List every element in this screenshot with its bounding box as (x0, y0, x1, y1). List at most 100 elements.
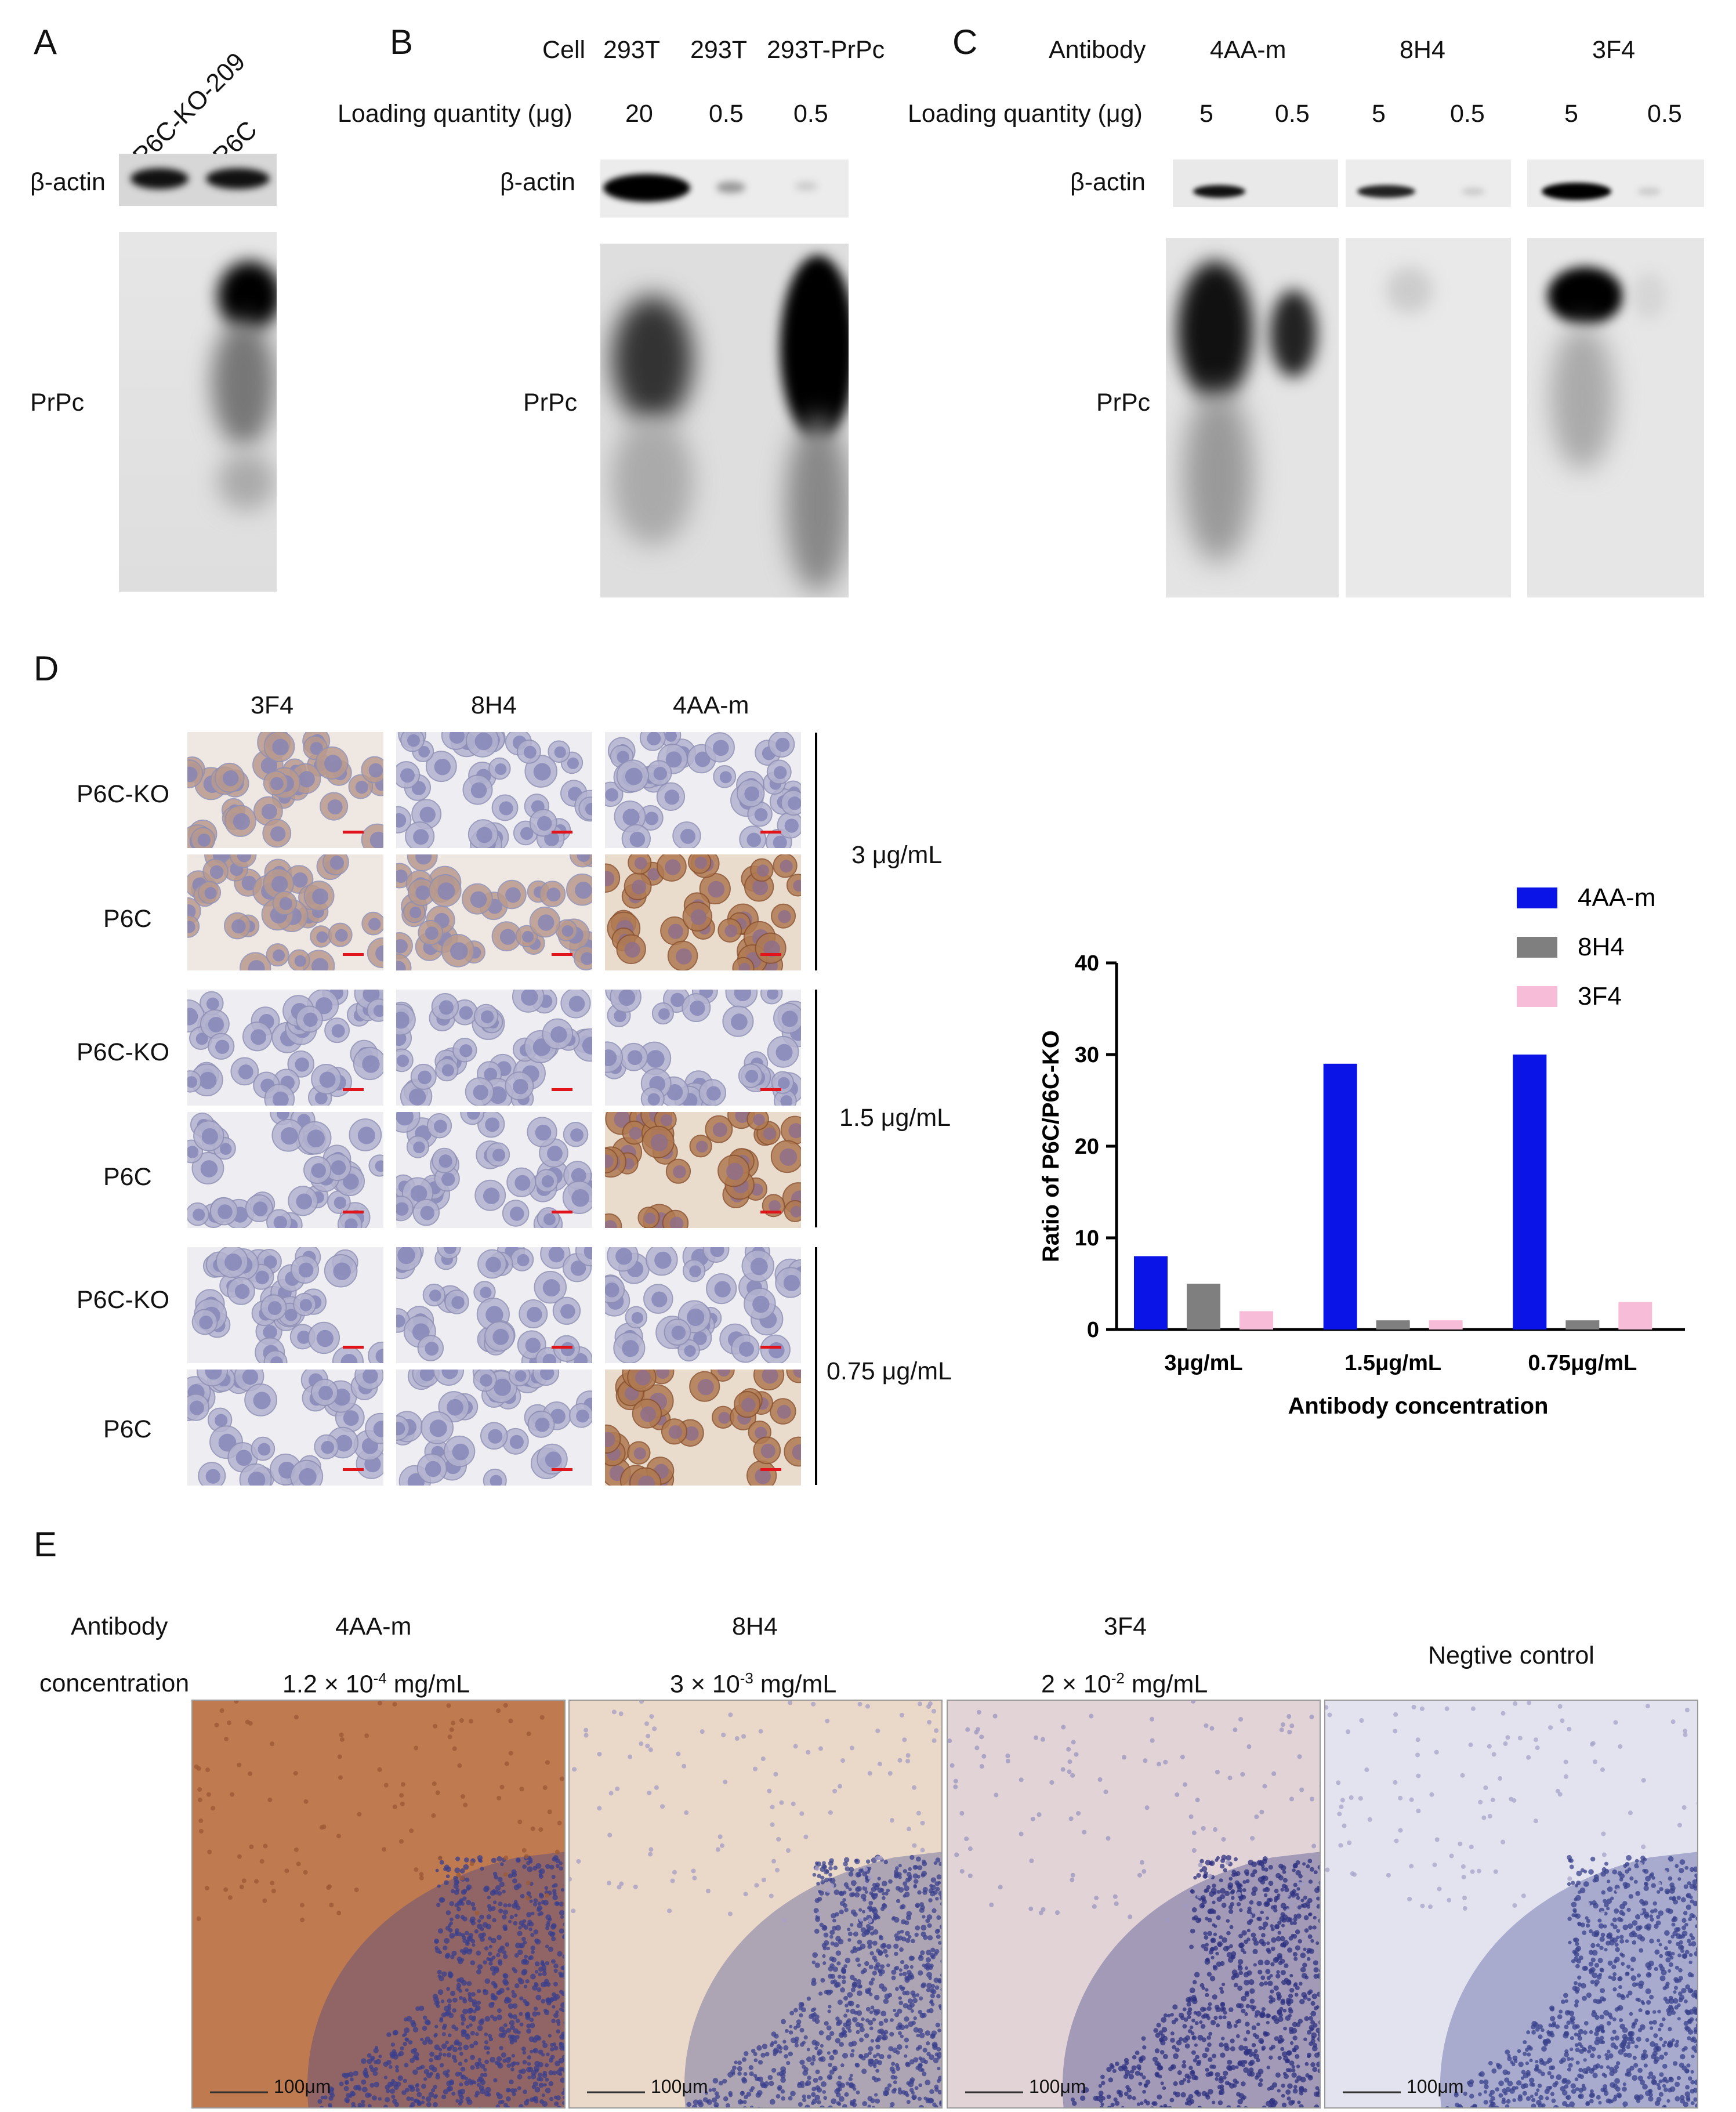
ihc-row-1: P6C-KO (77, 780, 170, 808)
legend-swatch-8h4 (1517, 937, 1557, 958)
conc-bracket-1 (815, 733, 817, 970)
actin-label-a: β-actin (30, 168, 106, 196)
e-col-4aa-m: 4AA-m (335, 1613, 412, 1640)
scale-bar (760, 1346, 781, 1349)
e-col-8h4: 8H4 (732, 1613, 778, 1640)
scale-bar (552, 831, 572, 834)
ihc-cell-image (187, 1112, 383, 1228)
y-tick-label: 0 (1087, 1318, 1099, 1342)
antibody-4aa-m: 4AA-m (1210, 36, 1286, 64)
western-blot-actin-b (600, 160, 849, 218)
legend-label-3f4: 3F4 (1578, 982, 1622, 1010)
y-tick-label: 40 (1075, 951, 1099, 976)
ihc-cell-image (396, 990, 592, 1106)
actin-label-b: β-actin (500, 168, 575, 196)
legend-swatch-3f4 (1517, 986, 1557, 1007)
load-b-3: 0.5 (793, 100, 828, 128)
scale-bar (760, 1088, 781, 1091)
ihc-row-5: P6C-KO (77, 1286, 170, 1314)
western-blot-actin-c1 (1173, 160, 1338, 207)
scale-bar-label: 100μm (1407, 2076, 1464, 2097)
legend-swatch-4aa-m (1517, 887, 1557, 908)
scale-bar (343, 1211, 364, 1213)
tissue-image: 100μm (191, 1700, 566, 2109)
e-conc-8h4: 3 × 10-3 mg/mL (670, 1669, 837, 1698)
tissue-image: 100μm (947, 1700, 1321, 2109)
conc-bracket-2 (815, 990, 817, 1227)
scale-bar (552, 1088, 572, 1091)
bar-3f4 (1240, 1311, 1273, 1329)
cell-293t-prpc: 293T-PrPc (767, 36, 885, 64)
ihc-col-3f4: 3F4 (251, 691, 294, 719)
ihc-cell-image (605, 1247, 801, 1363)
x-tick-label: 0.75μg/mL (1528, 1351, 1637, 1375)
actin-label-c: β-actin (1070, 168, 1146, 196)
bar-8h4 (1565, 1320, 1600, 1329)
e-col-3f4: 3F4 (1104, 1613, 1147, 1640)
ihc-cell-image (605, 1112, 801, 1228)
ihc-cell-image (396, 1370, 592, 1486)
tissue-image: 100μm (1324, 1700, 1698, 2109)
scale-bar (552, 1211, 572, 1213)
cell-293t-1: 293T (603, 36, 661, 64)
legend-label-4aa-m: 4AA-m (1578, 883, 1655, 912)
ihc-cell-image (187, 732, 383, 848)
y-tick-label: 30 (1075, 1043, 1099, 1067)
cell-293t-2: 293T (690, 36, 748, 64)
ihc-cell-image (605, 854, 801, 970)
y-tick-label: 10 (1075, 1226, 1099, 1251)
ihc-cell-image (187, 1370, 383, 1486)
panel-b-label: B (390, 23, 414, 61)
western-blot-actin-a (119, 154, 277, 206)
ihc-row-2: P6C (103, 905, 152, 933)
scale-bar (552, 953, 572, 956)
ihc-col-8h4: 8H4 (471, 691, 517, 719)
e-conc-3f4: 2 × 10-2 mg/mL (1041, 1669, 1208, 1698)
ihc-cell-image (187, 1247, 383, 1363)
cell-row-label: Cell (542, 36, 586, 64)
scale-bar (760, 1211, 781, 1213)
bar-3f4 (1429, 1320, 1463, 1329)
ihc-cell-image (187, 854, 383, 970)
bar-4aa-m (1513, 1055, 1547, 1329)
tissue-image: 100μm (568, 1700, 943, 2109)
scale-bar (343, 1088, 364, 1091)
ihc-cell-image (396, 1112, 592, 1228)
panel-e-label: E (34, 1525, 57, 1564)
panel-c-label: C (952, 23, 978, 61)
scale-bar (760, 831, 781, 834)
western-blot-actin-c3 (1527, 160, 1704, 207)
bar-8h4 (1376, 1320, 1410, 1329)
x-axis-label: Antibody concentration (1288, 1393, 1549, 1419)
e-row-label-2: concentration (39, 1669, 190, 1697)
western-blot-prpc-b (600, 244, 849, 597)
western-blot-prpc-a (119, 232, 277, 592)
x-tick-label: 1.5μg/mL (1344, 1351, 1441, 1375)
ihc-col-4aa-m: 4AA-m (673, 691, 749, 719)
prpc-label-c: PrPc (1096, 389, 1151, 416)
western-blot-prpc-c2 (1346, 238, 1511, 597)
ihc-row-3: P6C-KO (77, 1038, 170, 1066)
ihc-cell-image (396, 732, 592, 848)
loading-row-label-c: Loading quantity (μg) (908, 100, 1143, 128)
load-c-3: 5 (1372, 100, 1386, 128)
y-tick-label: 20 (1075, 1135, 1099, 1159)
load-c-6: 0.5 (1647, 100, 1682, 128)
scale-bar (760, 953, 781, 956)
ratio-bar-chart: 0 10 20 30 40 3μg/mL 1.5μg/mL 0.75μg/mL Antibody… (1038, 883, 1685, 1419)
load-b-2: 0.5 (709, 100, 744, 128)
conc-label-1: 3 μg/mL (851, 841, 943, 869)
bar-4aa-m (1134, 1256, 1168, 1329)
ihc-cell-image (396, 854, 592, 970)
scale-bar-label: 100μm (1029, 2076, 1086, 2097)
ihc-cell-image (187, 990, 383, 1106)
load-c-5: 5 (1564, 100, 1578, 128)
conc-label-2: 1.5 μg/mL (839, 1104, 951, 1132)
x-tick-label: 3μg/mL (1164, 1351, 1242, 1375)
ihc-cell-image (605, 1370, 801, 1486)
scale-bar (343, 953, 364, 956)
y-axis-label: Ratio of P6C/P6C-KO (1038, 1030, 1064, 1262)
conc-bracket-3 (815, 1247, 817, 1485)
ihc-row-6: P6C (103, 1415, 152, 1443)
load-b-1: 20 (625, 100, 653, 128)
